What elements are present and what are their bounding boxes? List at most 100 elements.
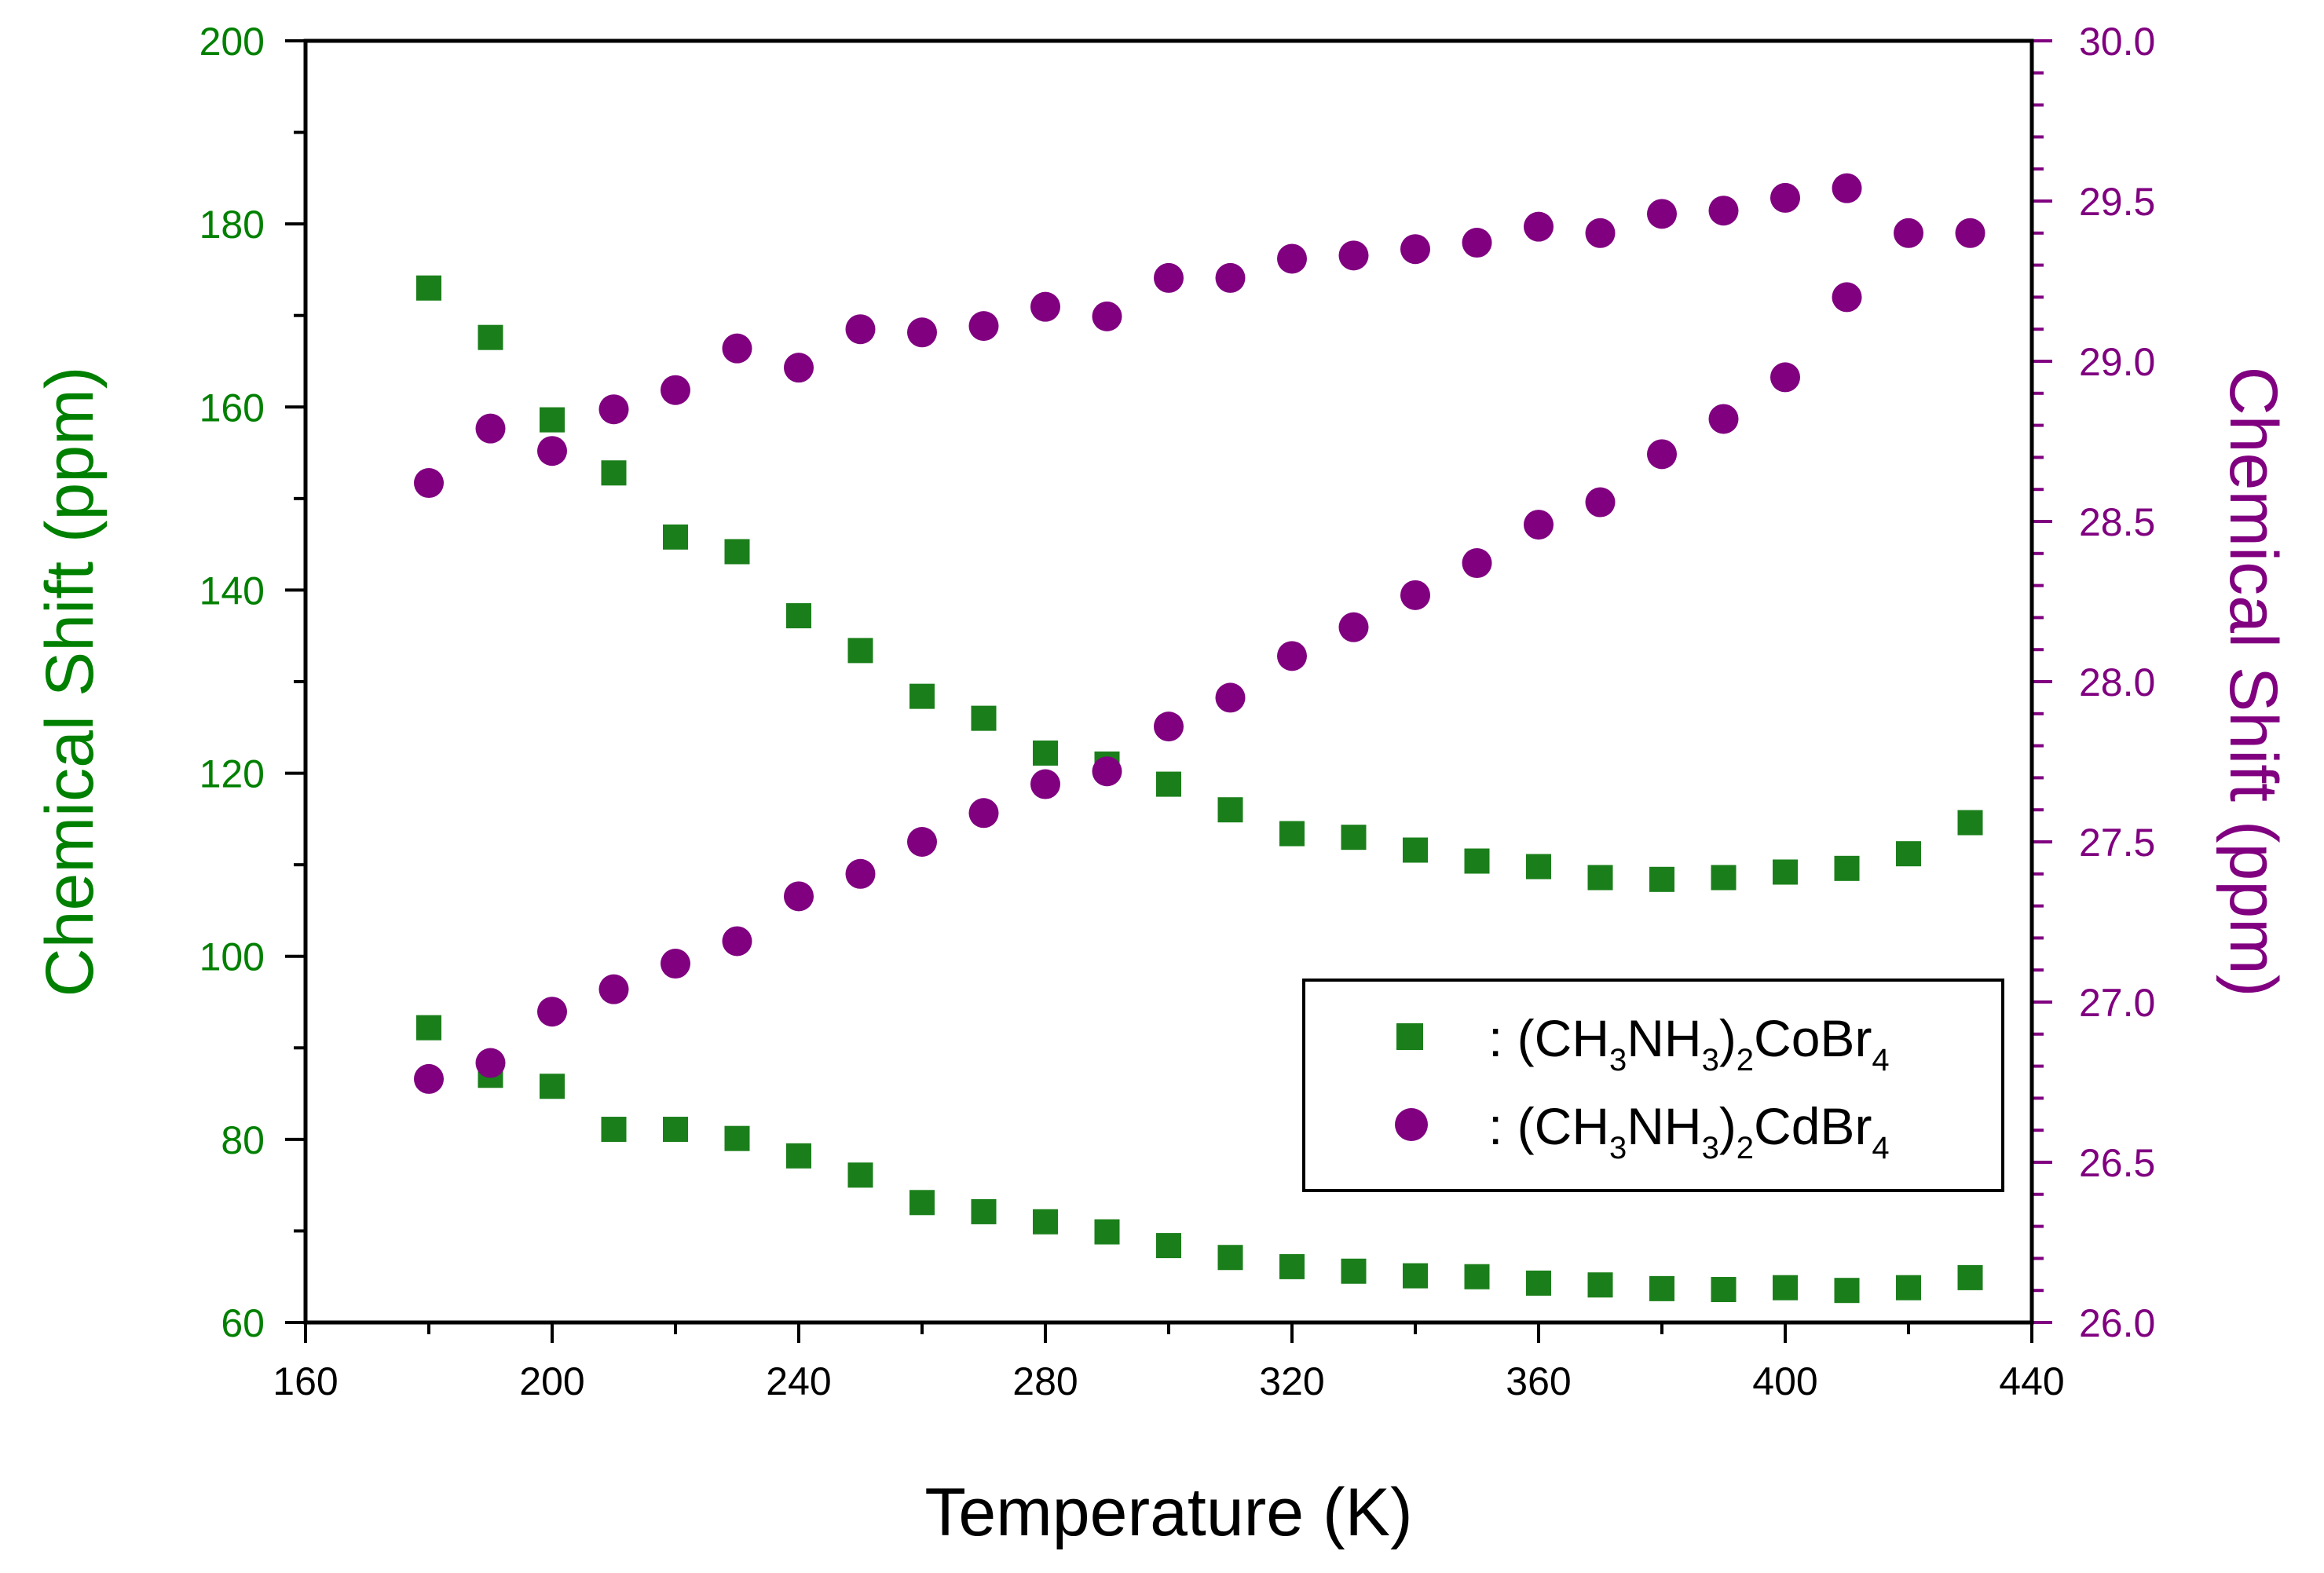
- co-data-point: [1033, 740, 1058, 766]
- co-data-point: [1279, 1253, 1305, 1279]
- y-left-tick-label: 60: [221, 1301, 265, 1345]
- cd-data-point: [414, 468, 444, 499]
- cd-data-point: [722, 926, 752, 957]
- cd-data-point: [1400, 580, 1430, 610]
- cd-data-point: [1770, 362, 1800, 393]
- legend-label-cdbr4: : (CH3NH3)2CdBr4: [1488, 1097, 1890, 1165]
- co-data-point: [1464, 1264, 1490, 1289]
- cd-data-point: [1092, 756, 1122, 787]
- co-data-point: [1341, 825, 1367, 851]
- cd-data-point: [722, 333, 752, 364]
- co-data-point: [1156, 1233, 1181, 1259]
- x-tick-label: 200: [519, 1359, 584, 1403]
- co-data-point: [663, 1117, 688, 1143]
- x-tick-label: 360: [1506, 1359, 1571, 1403]
- co-data-point: [786, 603, 811, 629]
- cd-data-point: [1400, 234, 1430, 265]
- cd-data-point: [1277, 641, 1307, 671]
- plot-frame: [303, 38, 2034, 1325]
- y-axis-right-title: Chemical Shift (ppm): [2216, 367, 2291, 997]
- x-tick-label: 440: [1999, 1359, 2064, 1403]
- legend-marker-circle: [1395, 1108, 1428, 1141]
- x-axis-title: Temperature (K): [924, 1475, 1412, 1550]
- co-data-point: [1711, 1277, 1737, 1303]
- co-data-point: [847, 1162, 873, 1188]
- y-right-tick-label: 27.0: [2079, 981, 2155, 1025]
- co-data-point: [1403, 837, 1428, 863]
- co-data-point: [1464, 848, 1490, 874]
- legend-label-cobr4: : (CH3NH3)2CoBr4: [1488, 1009, 1890, 1077]
- cd-data-point: [1585, 218, 1616, 248]
- co-data-point: [1773, 859, 1798, 885]
- cd-data-point: [1462, 548, 1492, 579]
- co-data-point: [724, 539, 750, 565]
- co-data-point: [1649, 866, 1674, 892]
- co-data-point: [1403, 1263, 1428, 1289]
- co-data-point: [663, 524, 688, 550]
- cd-data-point: [1030, 769, 1060, 799]
- y-right-tick-label: 28.0: [2079, 660, 2155, 704]
- co-data-point: [786, 1143, 811, 1169]
- cd-data-point: [414, 1063, 444, 1094]
- y-left-tick-label: 100: [199, 935, 265, 979]
- y-right-tick-label: 26.5: [2079, 1141, 2155, 1185]
- cd-data-point: [968, 311, 999, 342]
- data-marks-layer: [414, 173, 1985, 1304]
- cd-data-point: [784, 881, 814, 912]
- cd-data-point: [1092, 301, 1122, 331]
- cd-data-point: [1338, 612, 1369, 642]
- co-data-point: [1773, 1275, 1798, 1300]
- y-left-tick-label: 140: [199, 569, 265, 613]
- co-data-point: [1526, 854, 1551, 880]
- legend-box: [1302, 979, 2004, 1192]
- x-tick-label: 240: [766, 1359, 831, 1403]
- cd-data-point: [845, 314, 876, 345]
- cd-data-point: [1154, 262, 1184, 293]
- y-right-tick-label: 28.5: [2079, 500, 2155, 544]
- co-data-point: [1649, 1275, 1674, 1301]
- cd-data-point: [1647, 439, 1677, 470]
- y-right-tick-label: 26.0: [2079, 1301, 2155, 1345]
- y-left-tick-label: 80: [221, 1118, 265, 1162]
- co-data-point: [1957, 810, 1983, 836]
- cd-data-point: [1585, 487, 1616, 518]
- cd-data-point: [1832, 282, 1862, 313]
- co-data-point: [909, 1190, 935, 1216]
- co-data-point: [724, 1125, 750, 1151]
- co-data-point: [1834, 855, 1860, 881]
- cd-data-point: [1708, 196, 1739, 226]
- cd-data-point: [661, 949, 690, 979]
- co-data-point: [1896, 1275, 1921, 1300]
- x-tick-label: 280: [1012, 1359, 1078, 1403]
- cd-data-point: [1154, 712, 1184, 742]
- cd-data-point: [907, 317, 937, 348]
- co-data-point: [1279, 821, 1305, 847]
- co-data-point: [416, 275, 441, 301]
- cd-data-point: [475, 413, 506, 444]
- y-right-tick-label: 27.5: [2079, 821, 2155, 865]
- co-data-point: [1526, 1270, 1551, 1296]
- y-right-tick-label: 30.0: [2079, 20, 2155, 64]
- cd-data-point: [845, 858, 876, 889]
- cd-data-point: [537, 997, 567, 1027]
- cd-data-point: [475, 1048, 506, 1078]
- cd-data-point: [968, 798, 999, 829]
- y-left-tick-label: 160: [199, 386, 265, 430]
- y-right-tick-label: 29.0: [2079, 340, 2155, 384]
- co-data-point: [1033, 1209, 1058, 1235]
- y-left-tick-label: 120: [199, 752, 265, 796]
- cd-data-point: [1647, 199, 1677, 229]
- cd-data-point: [1030, 291, 1060, 322]
- legend: : (CH3NH3)2CoBr4 : (CH3NH3)2CdBr4: [1302, 979, 2004, 1192]
- x-tick-label: 160: [273, 1359, 338, 1403]
- cd-data-point: [1215, 262, 1246, 293]
- co-data-point: [1217, 1245, 1243, 1271]
- co-data-point: [478, 324, 503, 350]
- y-axis-left-title: Chemical Shift (ppm): [32, 367, 108, 997]
- cd-data-point: [1524, 510, 1554, 540]
- co-data-point: [540, 407, 565, 433]
- co-data-point: [971, 1198, 997, 1224]
- co-data-point: [1896, 841, 1921, 867]
